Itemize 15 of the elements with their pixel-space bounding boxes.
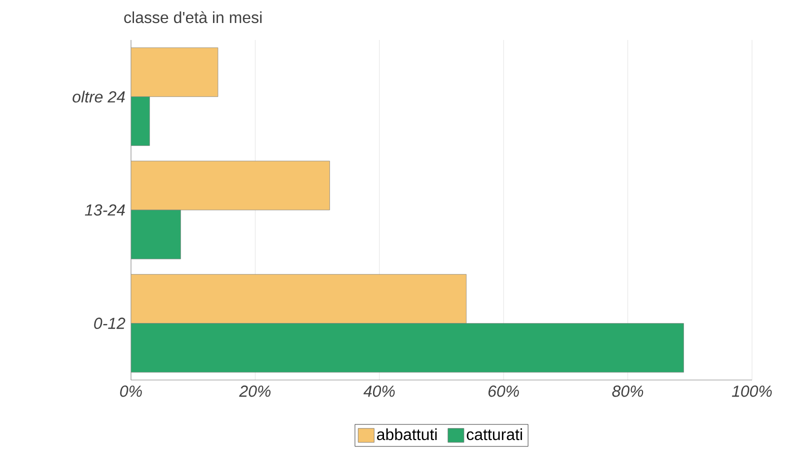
x-tick-label: 60% xyxy=(488,386,519,397)
bar xyxy=(131,323,684,373)
y-tick-label: 0-12 xyxy=(94,318,126,329)
x-tick-label: 20% xyxy=(239,386,271,397)
x-tick-label: 80% xyxy=(612,386,644,397)
bar xyxy=(131,210,181,260)
x-tick-label: 0% xyxy=(120,386,142,397)
y-axis-title: classe d'età in mesi xyxy=(124,11,262,24)
y-tick-label: oltre 24 xyxy=(72,90,125,103)
x-tick-label: 100% xyxy=(732,386,772,397)
legend-label: catturati xyxy=(466,428,522,440)
legend-label: abbattuti xyxy=(377,428,437,440)
bar xyxy=(131,96,150,146)
x-tick-label: 40% xyxy=(363,386,395,397)
y-tick-label: 13-24 xyxy=(84,204,125,216)
